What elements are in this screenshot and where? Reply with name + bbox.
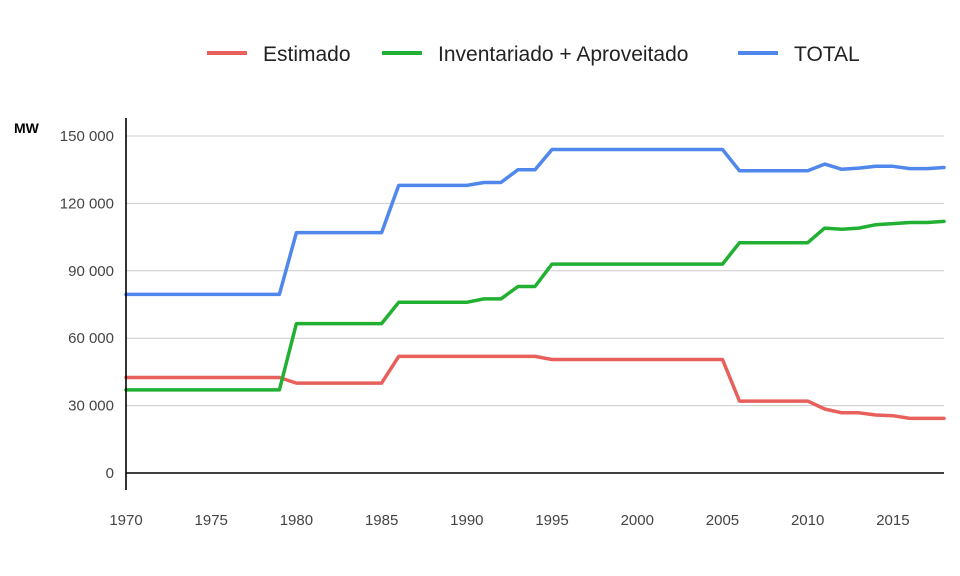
x-tick-label: 1995 bbox=[535, 512, 568, 529]
x-tick-label: 1970 bbox=[109, 512, 142, 529]
y-axis-label: MW bbox=[14, 120, 40, 136]
legend: Estimado Inventariado + Aproveitado TOTAL bbox=[207, 43, 860, 66]
legend-label: Estimado bbox=[263, 43, 351, 66]
y-tick-label: 90 000 bbox=[68, 263, 114, 280]
series-line-1 bbox=[124, 219, 946, 392]
legend-label: Inventariado + Aproveitado bbox=[438, 43, 688, 66]
legend-label: TOTAL bbox=[794, 43, 860, 66]
y-tick-label: 120 000 bbox=[60, 195, 114, 212]
x-tick-label: 1975 bbox=[195, 512, 228, 529]
y-tick-label: 150 000 bbox=[60, 128, 114, 145]
y-tick-label: 30 000 bbox=[68, 398, 114, 415]
series-line-2 bbox=[124, 147, 946, 297]
series-line-0 bbox=[124, 354, 946, 421]
x-tick-label: 2015 bbox=[876, 512, 909, 529]
x-tick-label: 2010 bbox=[791, 512, 824, 529]
x-tick-label: 1980 bbox=[280, 512, 313, 529]
y-tick-label: 0 bbox=[106, 465, 114, 482]
y-axis-ticks: 0 30 000 60 000 90 000 120 000 150 000 bbox=[60, 128, 114, 482]
x-tick-label: 1990 bbox=[450, 512, 483, 529]
x-tick-label: 1985 bbox=[365, 512, 398, 529]
gridlines bbox=[126, 135, 944, 407]
series-lines bbox=[124, 147, 946, 421]
x-axis-ticks: 1970 1975 1980 1985 1990 1995 2000 2005 2010 2015 bbox=[109, 512, 909, 529]
x-tick-label: 2005 bbox=[706, 512, 739, 529]
y-tick-label: 60 000 bbox=[68, 330, 114, 347]
x-tick-label: 2000 bbox=[621, 512, 654, 529]
